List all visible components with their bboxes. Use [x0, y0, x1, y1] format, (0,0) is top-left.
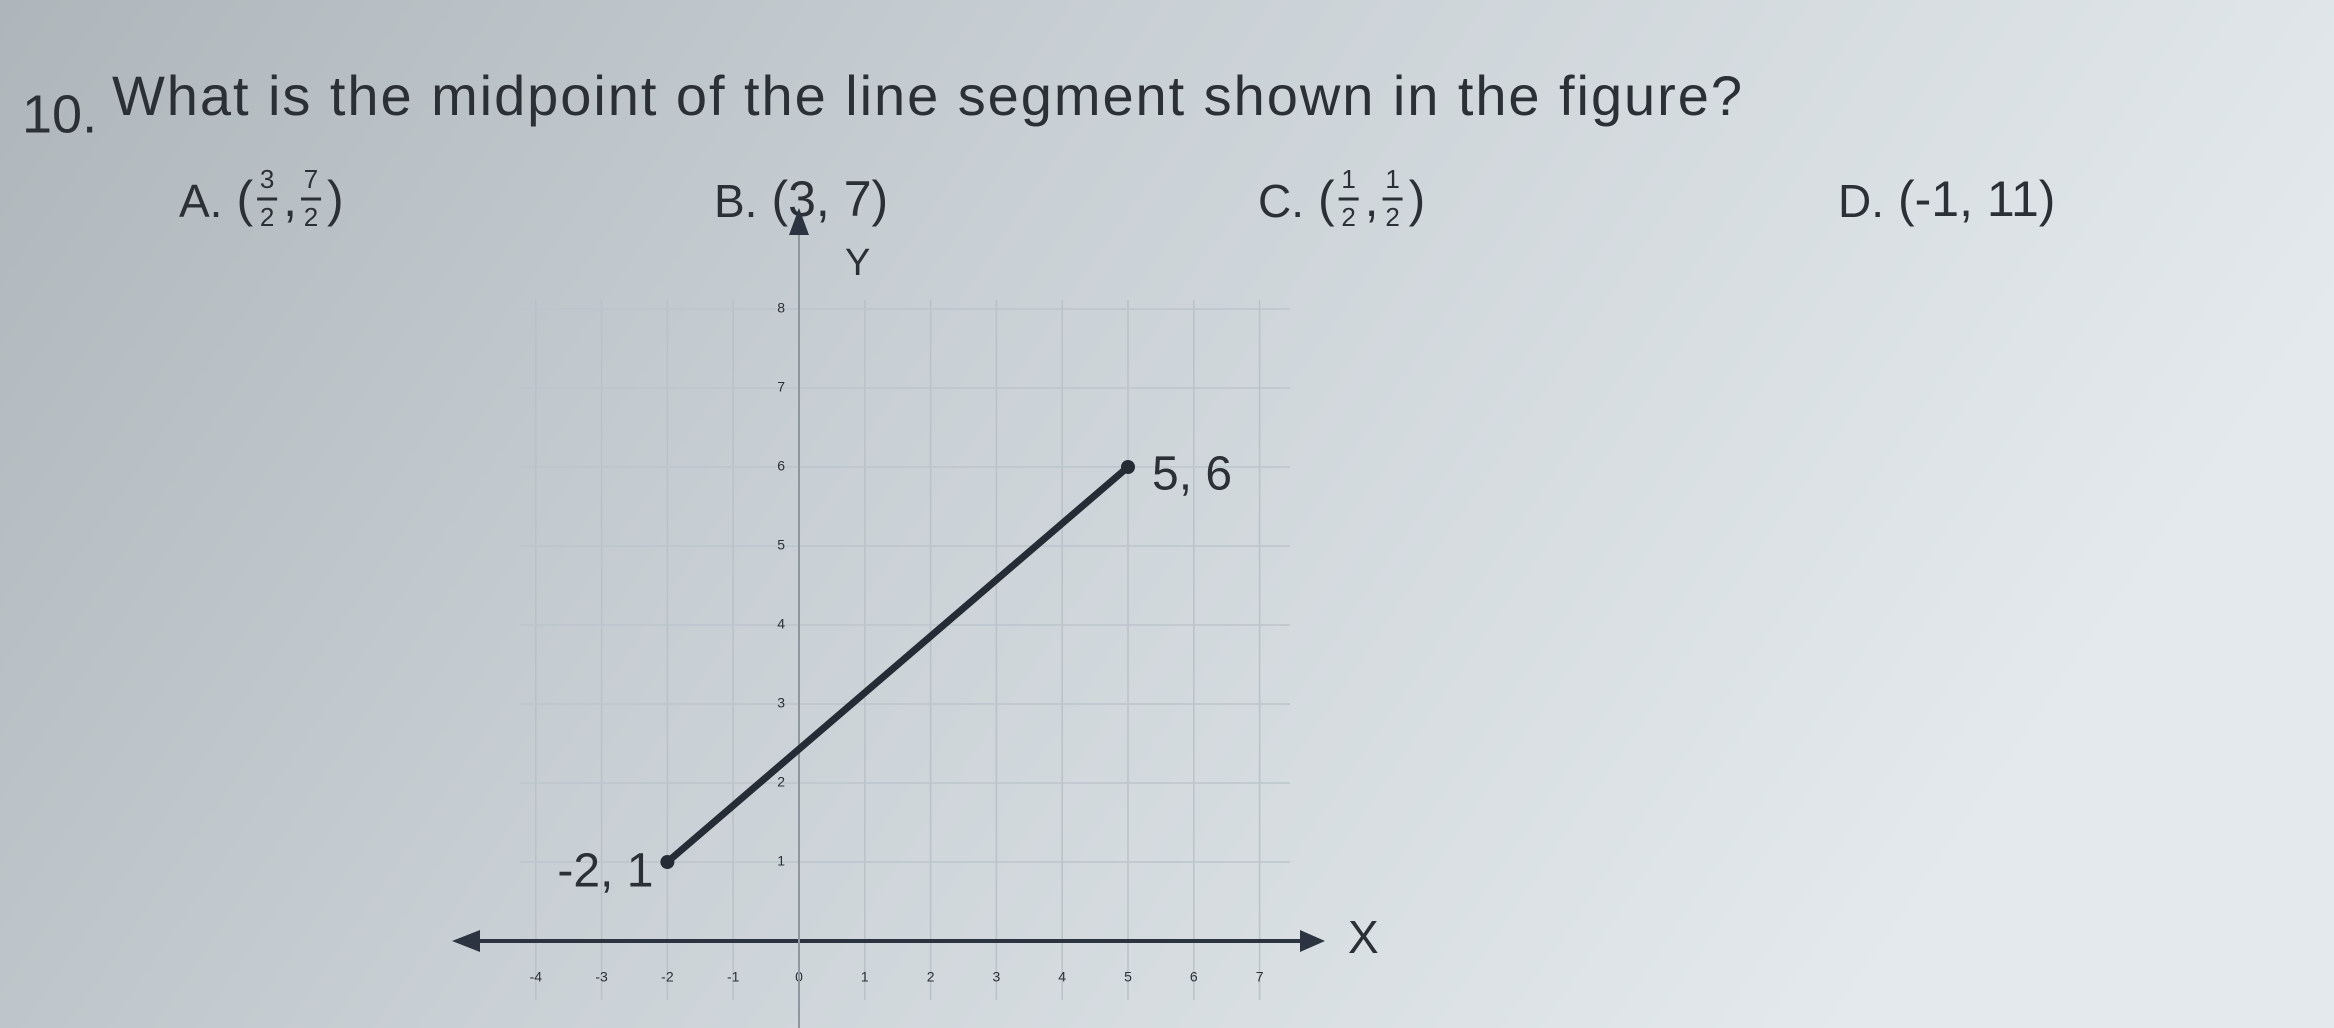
question-number: 10.	[22, 84, 97, 144]
y-arrow	[789, 208, 809, 235]
fraction-den: 2	[304, 202, 318, 232]
y-tick-label: 3	[777, 695, 785, 711]
x-tick-label: 7	[1256, 969, 1264, 985]
x-tick-label: 3	[993, 969, 1001, 985]
y-tick-label: 6	[777, 458, 785, 474]
x-arrow-left	[452, 930, 480, 952]
point-label: 5, 6	[1152, 448, 1232, 501]
point-label: -2, 1	[557, 845, 653, 898]
option-text: (	[236, 171, 253, 227]
y-tick-label: 1	[777, 853, 785, 869]
option-text: ,	[283, 171, 297, 227]
option-text: ,	[1365, 171, 1379, 227]
point	[660, 855, 675, 869]
fraction-den: 2	[1341, 202, 1355, 232]
x-tick-label: 1	[861, 969, 869, 985]
fraction-num: 1	[1341, 164, 1355, 194]
fraction-den: 2	[1385, 202, 1399, 232]
option-text: (3, 7)	[771, 171, 888, 227]
option-text: )	[327, 171, 344, 227]
x-tick-label: 4	[1058, 969, 1066, 985]
option-text: (-1, 11)	[1898, 171, 2055, 227]
x-arrow-right	[1300, 930, 1325, 952]
x-tick-label: -3	[595, 969, 608, 985]
x-tick-label: 2	[927, 969, 935, 985]
y-tick-label: 4	[777, 616, 785, 632]
fraction-den: 2	[260, 202, 274, 232]
y-tick-label: 7	[777, 379, 785, 395]
x-axis-label: X	[1348, 911, 1379, 963]
fraction-num: 7	[304, 164, 318, 194]
option-letter: A.	[179, 175, 222, 227]
y-tick-label: 2	[777, 774, 785, 790]
option-letter: D.	[1838, 175, 1884, 227]
x-tick-label: -1	[727, 969, 740, 985]
x-tick-label: -4	[530, 969, 543, 985]
x-tick-label: 5	[1124, 969, 1132, 985]
y-axis-label: Y	[845, 242, 870, 284]
fraction-num: 3	[260, 164, 274, 194]
question-text: What is the midpoint of the line segment…	[112, 64, 1742, 127]
x-tick-label: -2	[661, 969, 674, 985]
line-segment	[663, 463, 1132, 866]
y-tick-label: 5	[777, 537, 785, 553]
fraction-num: 1	[1385, 164, 1399, 194]
point	[1121, 460, 1135, 474]
x-tick-label: 6	[1190, 969, 1198, 985]
y-tick-label: 8	[777, 300, 785, 316]
option-text: )	[1409, 171, 1426, 227]
option-text: (	[1318, 171, 1335, 227]
option-letter: B.	[714, 175, 757, 227]
option-letter: C.	[1258, 175, 1304, 227]
